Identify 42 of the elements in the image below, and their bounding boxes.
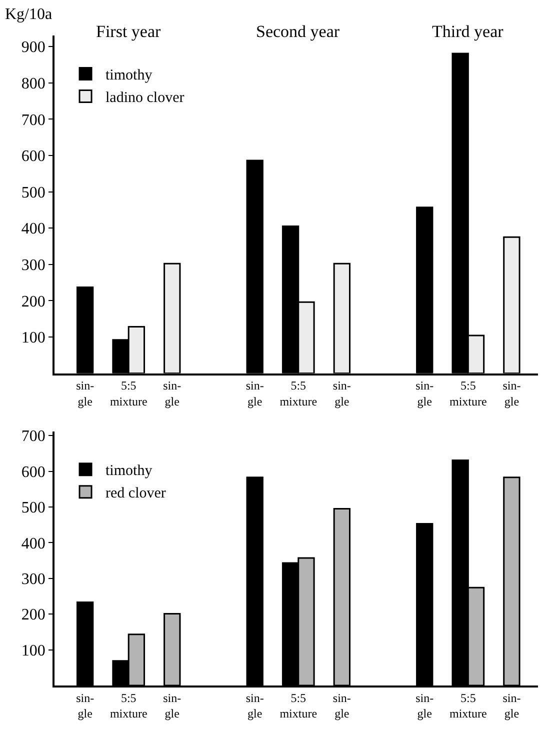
x-tick-label: sin- gle [163,690,182,720]
y-tick-label: 200 [21,293,46,310]
legend-label: ladino clover [106,90,184,106]
y-tick-label: 800 [21,75,46,92]
x-tick-label: 5:5 mixture [110,690,148,720]
y-tick-label: 900 [21,39,46,56]
y-axis-title: Kg/10a [5,6,52,23]
x-tick-label: sin- gle [332,690,351,720]
x-tick-label: sin- gle [416,690,434,720]
x-tick-label: sin- gle [163,378,182,408]
y-tick-label: 400 [21,535,46,552]
y-tick-label: 200 [21,606,46,624]
y-tick-label: 700 [21,428,46,446]
x-tick-label: sin- gle [246,378,264,408]
x-tick-label: 5:5 mixture [449,690,487,720]
y-tick-label: 400 [21,220,46,238]
x-tick-label: sin- gle [502,378,521,408]
x-tick-label: 5:5 mixture [449,378,487,408]
y-tick-label: 700 [21,112,46,129]
legend-label: timothy [106,463,153,480]
legend-label: timothy [106,68,153,84]
x-tick-label: sin- gle [416,378,434,408]
y-tick-label: 100 [21,330,46,347]
x-tick-label: 5:5 mixture [110,378,148,408]
x-tick-label: sin- gle [246,690,264,720]
y-tick-label: 500 [21,184,46,202]
annotation: First year [96,22,162,41]
y-tick-label: 500 [21,500,46,517]
y-tick-label: 600 [21,464,46,481]
y-tick-label: 600 [21,148,46,166]
x-tick-label: 5:5 mixture [280,378,318,408]
x-tick-label: sin- gle [502,690,521,720]
x-tick-label: 5:5 mixture [280,690,318,720]
annotation: Third year [432,22,504,41]
annotation: Second year [256,22,340,41]
y-tick-label: 100 [21,642,46,660]
x-tick-label: sin- gle [76,690,94,720]
y-tick-label: 300 [21,570,46,588]
y-tick-label: 300 [21,256,46,274]
x-tick-label: sin- gle [76,378,94,408]
x-tick-label: sin- gle [332,378,351,408]
legend-label: red clover [106,486,166,502]
